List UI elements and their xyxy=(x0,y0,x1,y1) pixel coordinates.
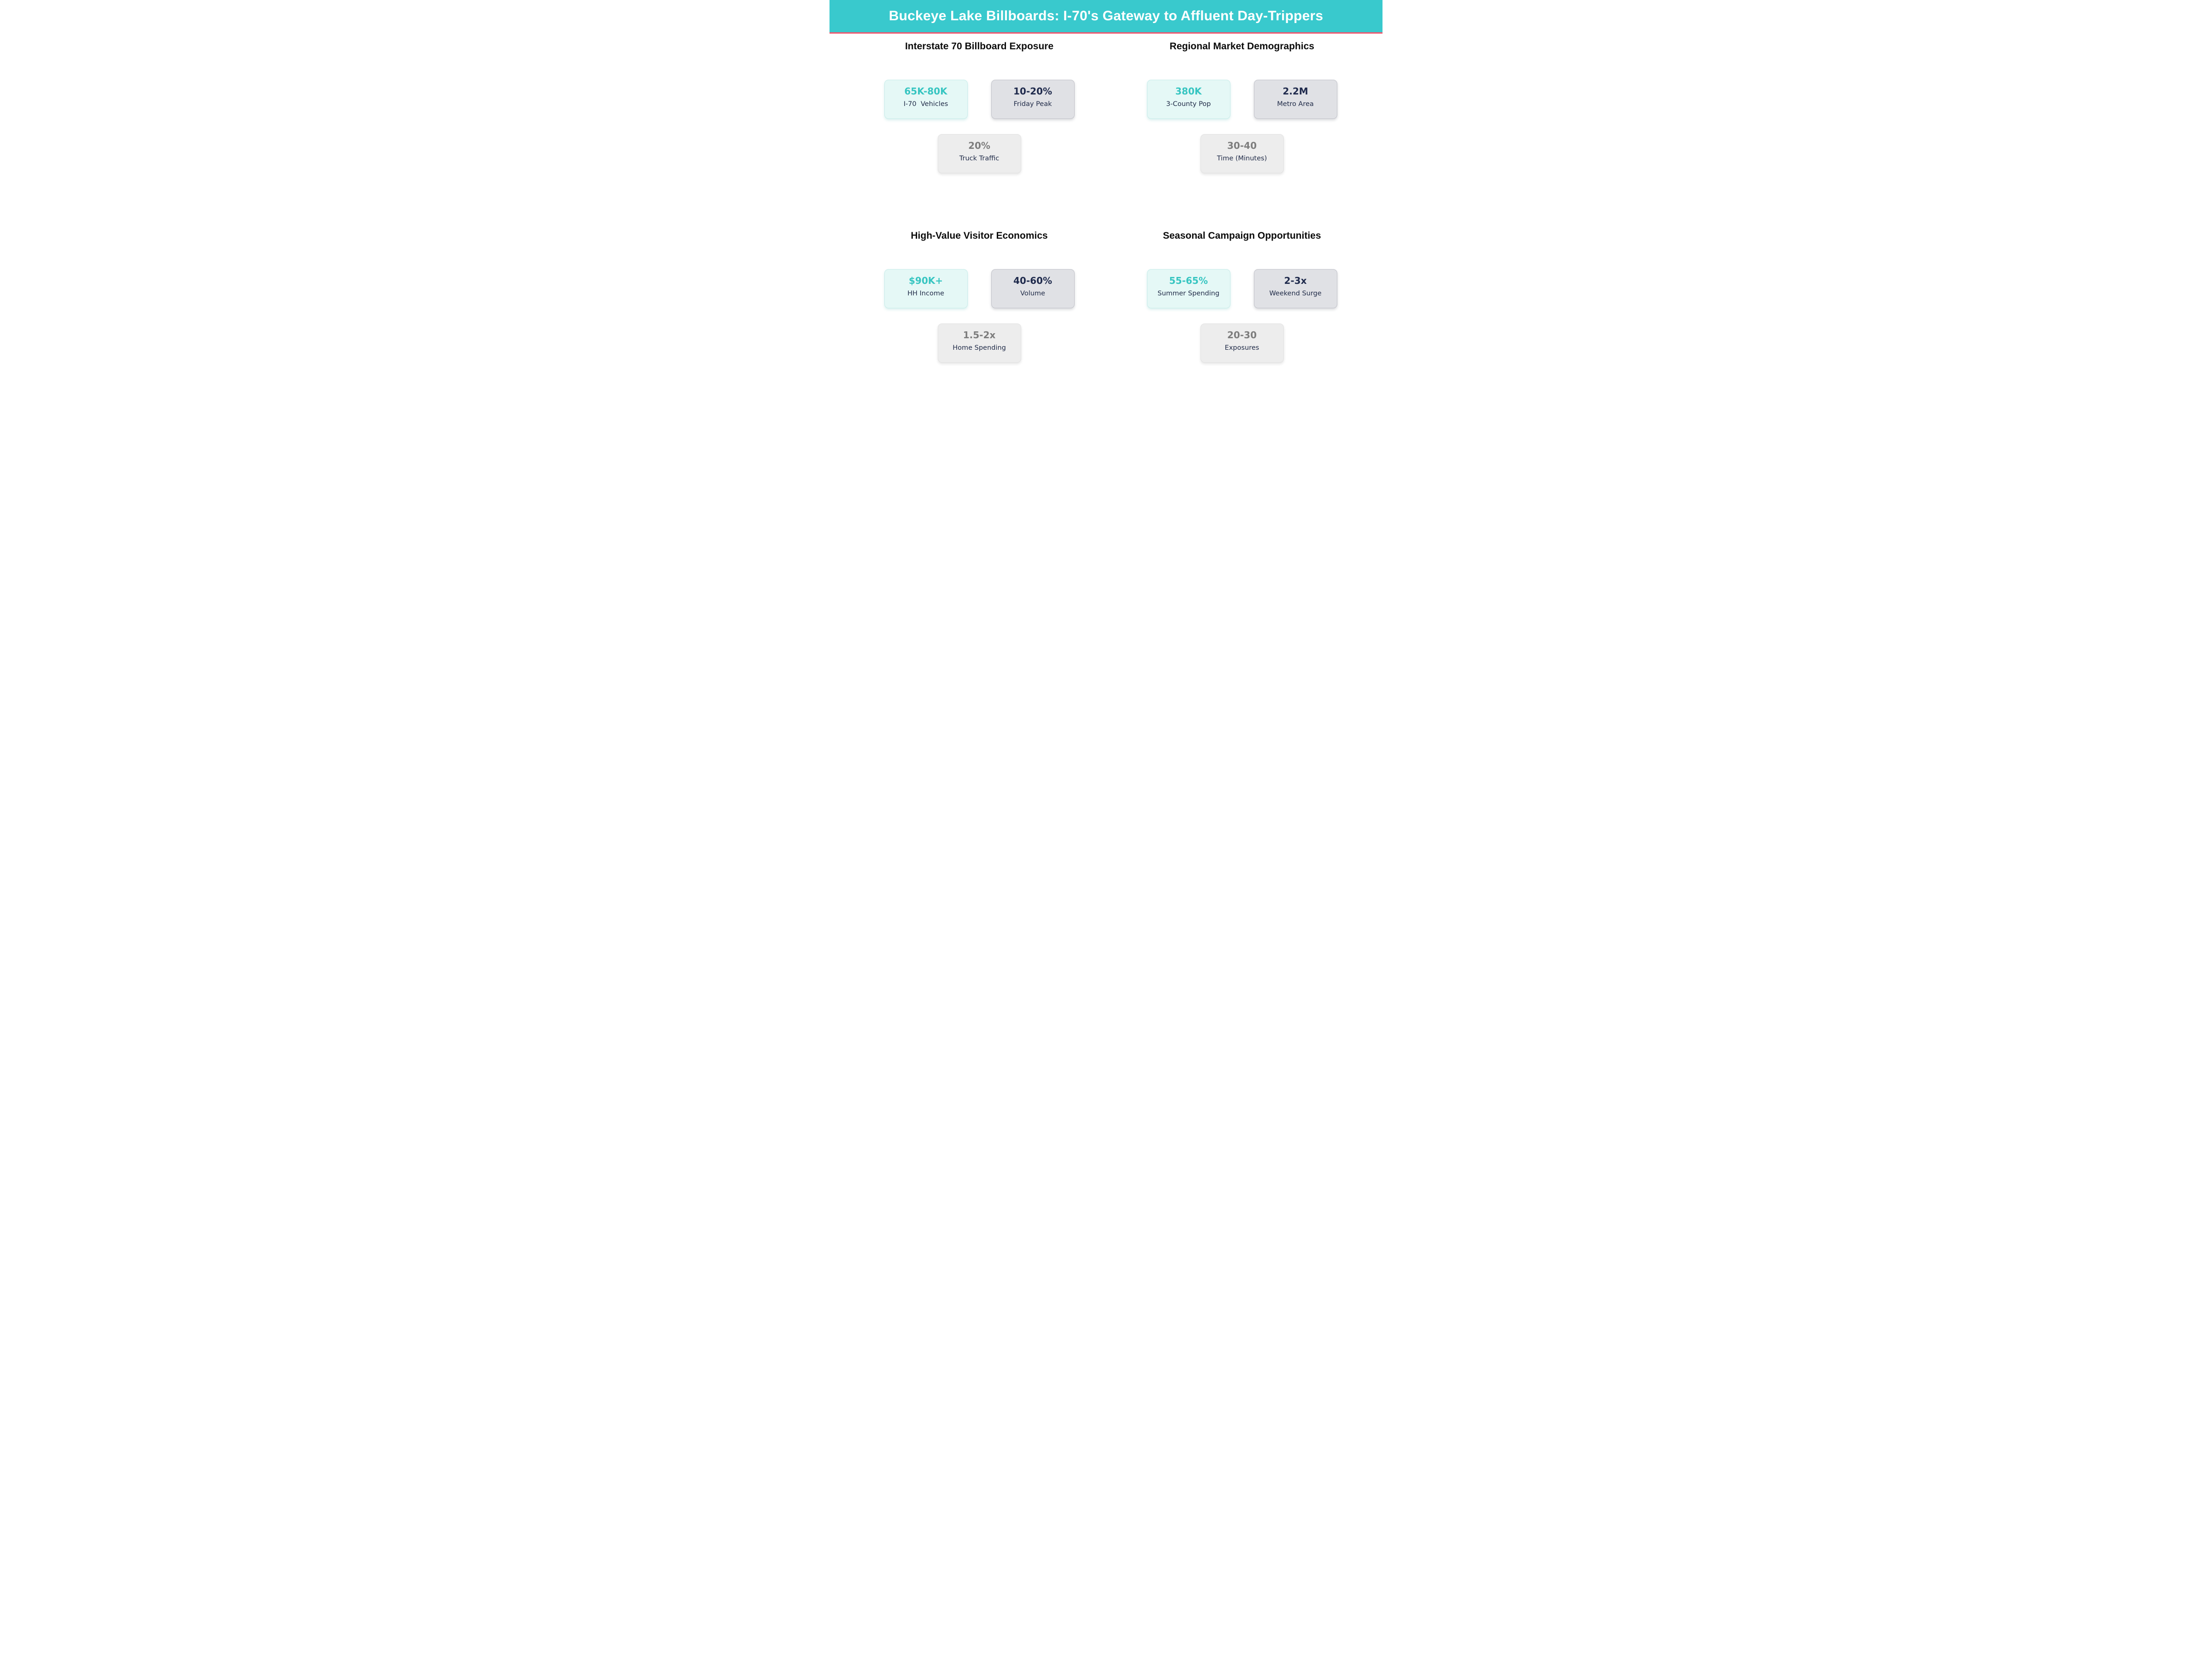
stat-card: 65K-80K I-70 Vehicles xyxy=(884,80,968,119)
stat-card: 20-30 Exposures xyxy=(1200,324,1284,363)
stat-label: Home Spending xyxy=(953,344,1006,352)
stat-card: 10-20% Friday Peak xyxy=(991,80,1075,119)
stat-card: 2.2M Metro Area xyxy=(1253,80,1337,119)
stat-card: 380K 3-County Pop xyxy=(1147,80,1230,119)
section-visitor-economics: High-Value Visitor Economics $90K+ HH In… xyxy=(848,207,1111,415)
stat-card: 1.5-2x Home Spending xyxy=(937,324,1021,363)
infographic-page: Buckeye Lake Billboards: I-70's Gateway … xyxy=(830,0,1382,415)
section-regional-demographics: Regional Market Demographics 380K 3-Coun… xyxy=(1111,34,1373,207)
stat-card: $90K+ HH Income xyxy=(884,269,968,308)
stat-label: 3-County Pop xyxy=(1166,100,1211,108)
stat-label: Volume xyxy=(1020,290,1045,297)
stat-value: 20% xyxy=(968,140,990,151)
section-interstate-exposure: Interstate 70 Billboard Exposure 65K-80K… xyxy=(848,34,1111,207)
section-title: Seasonal Campaign Opportunities xyxy=(1163,230,1321,241)
stat-value: 55-65% xyxy=(1169,275,1208,286)
stat-value: 2.2M xyxy=(1282,86,1308,97)
section-seasonal-campaigns: Seasonal Campaign Opportunities 55-65% S… xyxy=(1111,207,1373,415)
stat-value: 380K xyxy=(1175,86,1202,97)
page-title: Buckeye Lake Billboards: I-70's Gateway … xyxy=(888,8,1324,24)
stat-label: Exposures xyxy=(1224,344,1259,352)
stat-label: I-70 Vehicles xyxy=(903,100,948,108)
stat-value: 10-20% xyxy=(1013,86,1052,97)
stat-value: 2-3x xyxy=(1284,275,1307,286)
stat-card: 20% Truck Traffic xyxy=(937,134,1021,173)
stats-grid: Interstate 70 Billboard Exposure 65K-80K… xyxy=(830,34,1382,415)
stat-card: 30-40 Time (Minutes) xyxy=(1200,134,1284,173)
stat-value: 20-30 xyxy=(1227,329,1257,341)
stat-value: 30-40 xyxy=(1227,140,1257,151)
card-row: 380K 3-County Pop 2.2M Metro Area xyxy=(1147,80,1337,119)
stat-value: 40-60% xyxy=(1013,275,1052,286)
section-title: Interstate 70 Billboard Exposure xyxy=(905,41,1054,52)
stat-card: 2-3x Weekend Surge xyxy=(1253,269,1337,308)
header-banner: Buckeye Lake Billboards: I-70's Gateway … xyxy=(830,0,1382,34)
card-row: $90K+ HH Income 40-60% Volume xyxy=(884,269,1075,308)
stat-label: Friday Peak xyxy=(1013,100,1052,108)
section-title: High-Value Visitor Economics xyxy=(911,230,1048,241)
card-row: 65K-80K I-70 Vehicles 10-20% Friday Peak xyxy=(884,80,1075,119)
stat-label: Metro Area xyxy=(1277,100,1314,108)
stat-label: Weekend Surge xyxy=(1269,290,1322,297)
stat-label: Truck Traffic xyxy=(959,155,1000,162)
stat-card: 55-65% Summer Spending xyxy=(1147,269,1230,308)
stat-label: Time (Minutes) xyxy=(1217,155,1267,162)
stat-label: Summer Spending xyxy=(1157,290,1220,297)
stat-value: 65K-80K xyxy=(904,86,947,97)
stat-value: $90K+ xyxy=(908,275,943,286)
stat-label: HH Income xyxy=(907,290,944,297)
stat-card: 40-60% Volume xyxy=(991,269,1075,308)
section-title: Regional Market Demographics xyxy=(1170,41,1314,52)
stat-value: 1.5-2x xyxy=(963,329,996,341)
card-row: 55-65% Summer Spending 2-3x Weekend Surg… xyxy=(1147,269,1337,308)
